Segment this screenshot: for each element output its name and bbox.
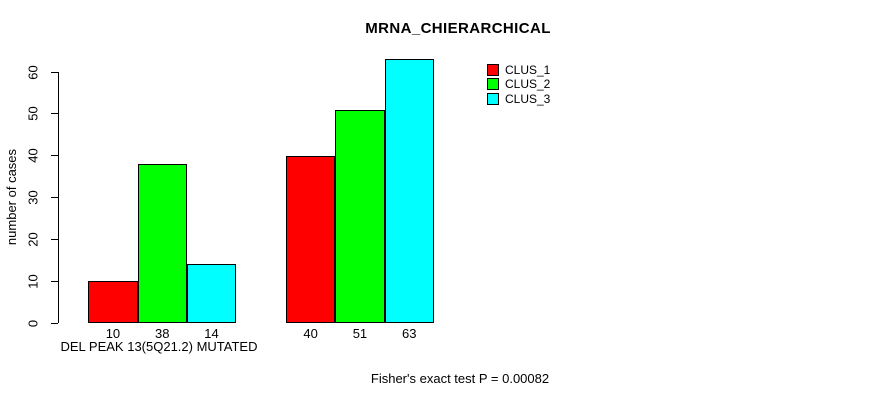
legend-swatch-icon <box>487 92 499 105</box>
y-tick-label: 50 <box>25 106 41 122</box>
y-axis-line <box>58 72 59 323</box>
legend-item: CLUS_3 <box>487 92 550 106</box>
bar-value-label: 51 <box>352 326 368 341</box>
bar-value-label: 40 <box>303 326 318 341</box>
bar-value-label: 14 <box>204 326 219 341</box>
bar-clus_2-group1 <box>137 164 187 323</box>
x-axis-group-label: DEL PEAK 13(5Q21.2) MUTATED <box>60 339 258 354</box>
y-axis-tick <box>51 155 58 157</box>
y-axis-tick <box>51 197 58 198</box>
y-tick-label: 60 <box>25 64 41 80</box>
bar-clus_1-group2 <box>286 155 336 323</box>
y-axis-tick <box>51 71 58 73</box>
legend-label: CLUS_2 <box>505 77 551 92</box>
legend-label: CLUS_1 <box>505 63 551 78</box>
bar-clus_3-group2 <box>384 59 434 323</box>
legend-swatch-icon <box>487 64 499 77</box>
legend-item: CLUS_1 <box>487 63 550 77</box>
y-tick-label: 10 <box>25 273 41 289</box>
legend-swatch-icon <box>487 78 499 91</box>
chart-title: MRNA_CHIERARCHICAL <box>365 20 551 37</box>
bar-value-label: 10 <box>105 326 121 341</box>
y-axis-tick <box>51 238 58 240</box>
y-tick-label: 40 <box>25 148 41 163</box>
bar-clus_1-group1 <box>88 281 138 323</box>
bar-value-label: 38 <box>155 326 170 341</box>
y-axis-tick <box>51 113 58 115</box>
legend-label: CLUS_3 <box>505 91 551 106</box>
bar-clus_3-group1 <box>186 264 237 323</box>
y-axis-tick <box>51 280 58 282</box>
y-tick-label: 20 <box>25 232 41 247</box>
y-tick-label: 30 <box>25 190 41 205</box>
bar-value-label: 63 <box>402 326 417 341</box>
y-axis-tick <box>51 322 58 324</box>
y-tick-label: 0 <box>25 319 41 327</box>
footnote-text: Fisher's exact test P = 0.00082 <box>370 371 550 386</box>
legend-item: CLUS_2 <box>487 77 550 91</box>
bar-clus_2-group2 <box>335 109 385 323</box>
legend: CLUS_1 CLUS_2 CLUS_3 <box>487 63 550 106</box>
